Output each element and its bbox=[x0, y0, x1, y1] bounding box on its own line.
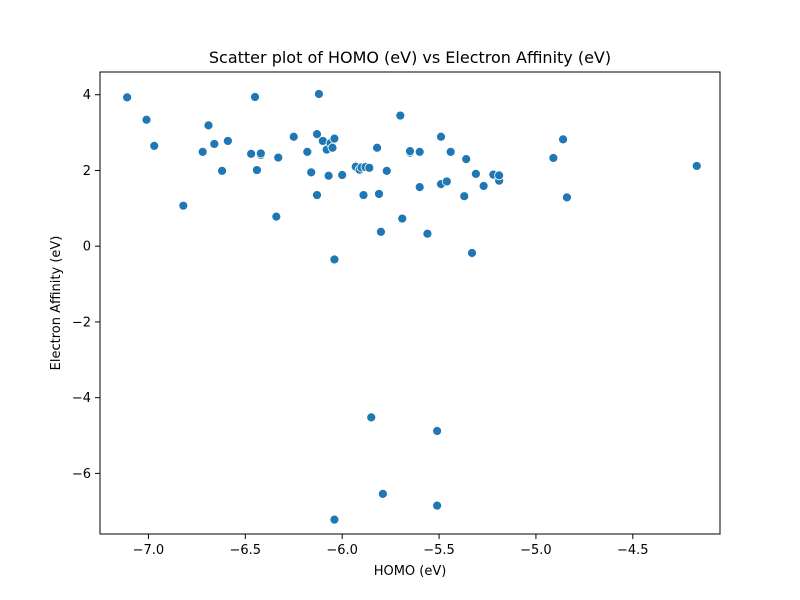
data-point bbox=[327, 142, 338, 153]
data-point bbox=[250, 92, 260, 102]
y-tick-label: 0 bbox=[83, 240, 91, 255]
data-point bbox=[197, 147, 208, 157]
data-point bbox=[312, 129, 322, 140]
y-tick-label: −6 bbox=[72, 467, 91, 482]
data-point bbox=[122, 92, 133, 103]
data-point bbox=[203, 120, 214, 131]
data-point bbox=[314, 89, 324, 99]
data-point bbox=[358, 190, 369, 200]
data-point bbox=[414, 147, 425, 157]
chart-title: Scatter plot of HOMO (eV) vs Electron Af… bbox=[209, 48, 611, 67]
data-point bbox=[562, 192, 572, 203]
points-layer bbox=[122, 89, 702, 525]
data-point bbox=[381, 165, 392, 176]
data-point bbox=[436, 131, 446, 142]
plot-frame bbox=[99, 71, 721, 535]
data-point bbox=[461, 154, 472, 164]
data-point bbox=[252, 165, 262, 175]
y-tick-label: −4 bbox=[72, 391, 91, 406]
data-point bbox=[558, 134, 568, 145]
x-tick-label: −5.0 bbox=[520, 543, 552, 558]
data-point bbox=[329, 254, 340, 265]
x-tick-label: −7.0 bbox=[133, 543, 165, 558]
data-point bbox=[366, 412, 377, 423]
data-point bbox=[149, 140, 160, 151]
y-tick-label: −2 bbox=[72, 315, 91, 330]
y-axis-label: Electron Affinity (eV) bbox=[49, 236, 64, 371]
data-point bbox=[441, 176, 452, 187]
data-point bbox=[467, 248, 477, 258]
x-tick-label: −5.5 bbox=[423, 543, 455, 558]
data-point bbox=[246, 148, 257, 159]
data-point bbox=[432, 500, 443, 511]
data-point bbox=[255, 148, 266, 159]
data-point bbox=[329, 514, 340, 525]
data-point bbox=[422, 228, 433, 239]
data-point bbox=[288, 131, 299, 142]
data-point bbox=[312, 190, 322, 200]
data-point bbox=[374, 189, 384, 199]
data-point bbox=[271, 211, 282, 222]
data-point bbox=[691, 161, 702, 171]
data-point bbox=[209, 139, 220, 149]
ticks-layer: −7.0 −6.5 −6.0 −5.5 −5.0 −4.5 −6 −4 −2 0 2 4 bbox=[72, 88, 649, 558]
y-tick-label: 2 bbox=[83, 164, 91, 179]
data-point bbox=[405, 146, 415, 157]
x-tick-label: −6.0 bbox=[326, 543, 358, 558]
data-point bbox=[372, 142, 382, 153]
y-tick-label: 4 bbox=[83, 88, 91, 103]
data-point bbox=[494, 170, 505, 181]
data-point bbox=[377, 488, 388, 499]
data-point bbox=[178, 200, 189, 211]
data-point bbox=[459, 191, 470, 202]
data-point bbox=[329, 133, 340, 144]
x-tick-label: −4.5 bbox=[617, 543, 649, 558]
data-point bbox=[323, 170, 334, 181]
data-point bbox=[302, 147, 313, 157]
x-axis-label: HOMO (eV) bbox=[374, 564, 447, 579]
data-point bbox=[222, 136, 233, 146]
data-point bbox=[432, 426, 443, 436]
data-point bbox=[445, 147, 456, 157]
data-point bbox=[548, 153, 559, 163]
x-tick-label: −6.5 bbox=[230, 543, 262, 558]
data-point bbox=[217, 165, 227, 176]
data-point bbox=[273, 152, 284, 163]
data-point bbox=[414, 182, 425, 193]
data-point bbox=[395, 110, 406, 121]
data-point bbox=[306, 167, 317, 178]
data-point bbox=[470, 168, 481, 179]
data-point bbox=[364, 162, 375, 173]
data-point bbox=[397, 213, 408, 224]
data-point bbox=[141, 114, 152, 125]
data-point bbox=[337, 170, 348, 180]
data-point bbox=[478, 181, 489, 191]
data-point bbox=[376, 226, 386, 237]
